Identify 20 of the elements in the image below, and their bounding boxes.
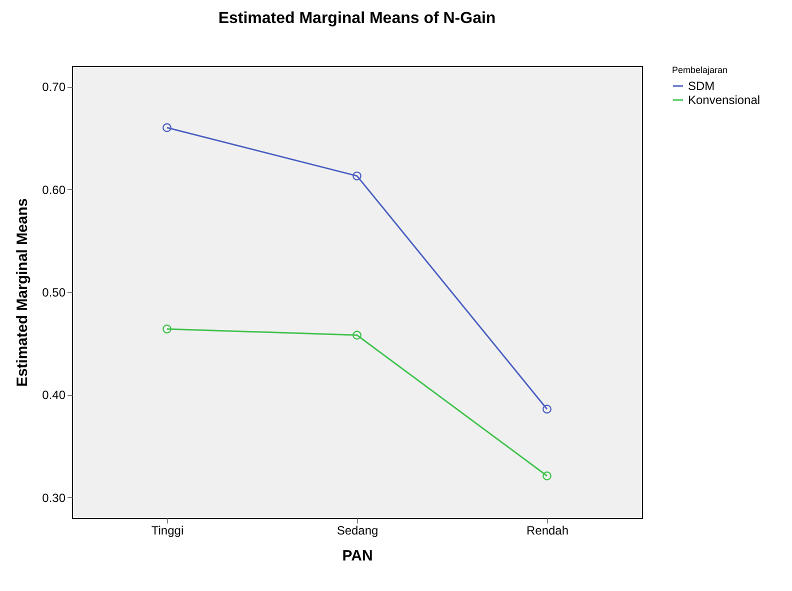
- x-tick-label: Sedang: [336, 524, 378, 538]
- y-tick-label: 0.50: [42, 286, 66, 300]
- point: [352, 330, 362, 340]
- legend-label: Konvensional: [688, 93, 760, 107]
- legend-label: SDM: [688, 79, 715, 93]
- y-tick-label: 0.60: [42, 182, 66, 197]
- point: [162, 324, 172, 334]
- y-tick-label: 0.30: [42, 490, 66, 505]
- x-tick-label: Rendah: [526, 524, 569, 538]
- point: [542, 471, 552, 480]
- point: [162, 123, 172, 132]
- legend-title: Pembelajaran: [672, 65, 728, 75]
- point: [542, 404, 552, 414]
- x-axis-title: PAN: [342, 548, 373, 564]
- x-tick-label: Tinggi: [151, 524, 184, 538]
- point: [352, 171, 362, 180]
- y-tick-label: 0.70: [42, 80, 66, 94]
- y-tick-label: 0.40: [42, 388, 66, 402]
- y-axis-title: Estimated Marginal Means: [14, 198, 32, 387]
- chart-title: Estimated Marginal Means of N-Gain: [218, 10, 496, 27]
